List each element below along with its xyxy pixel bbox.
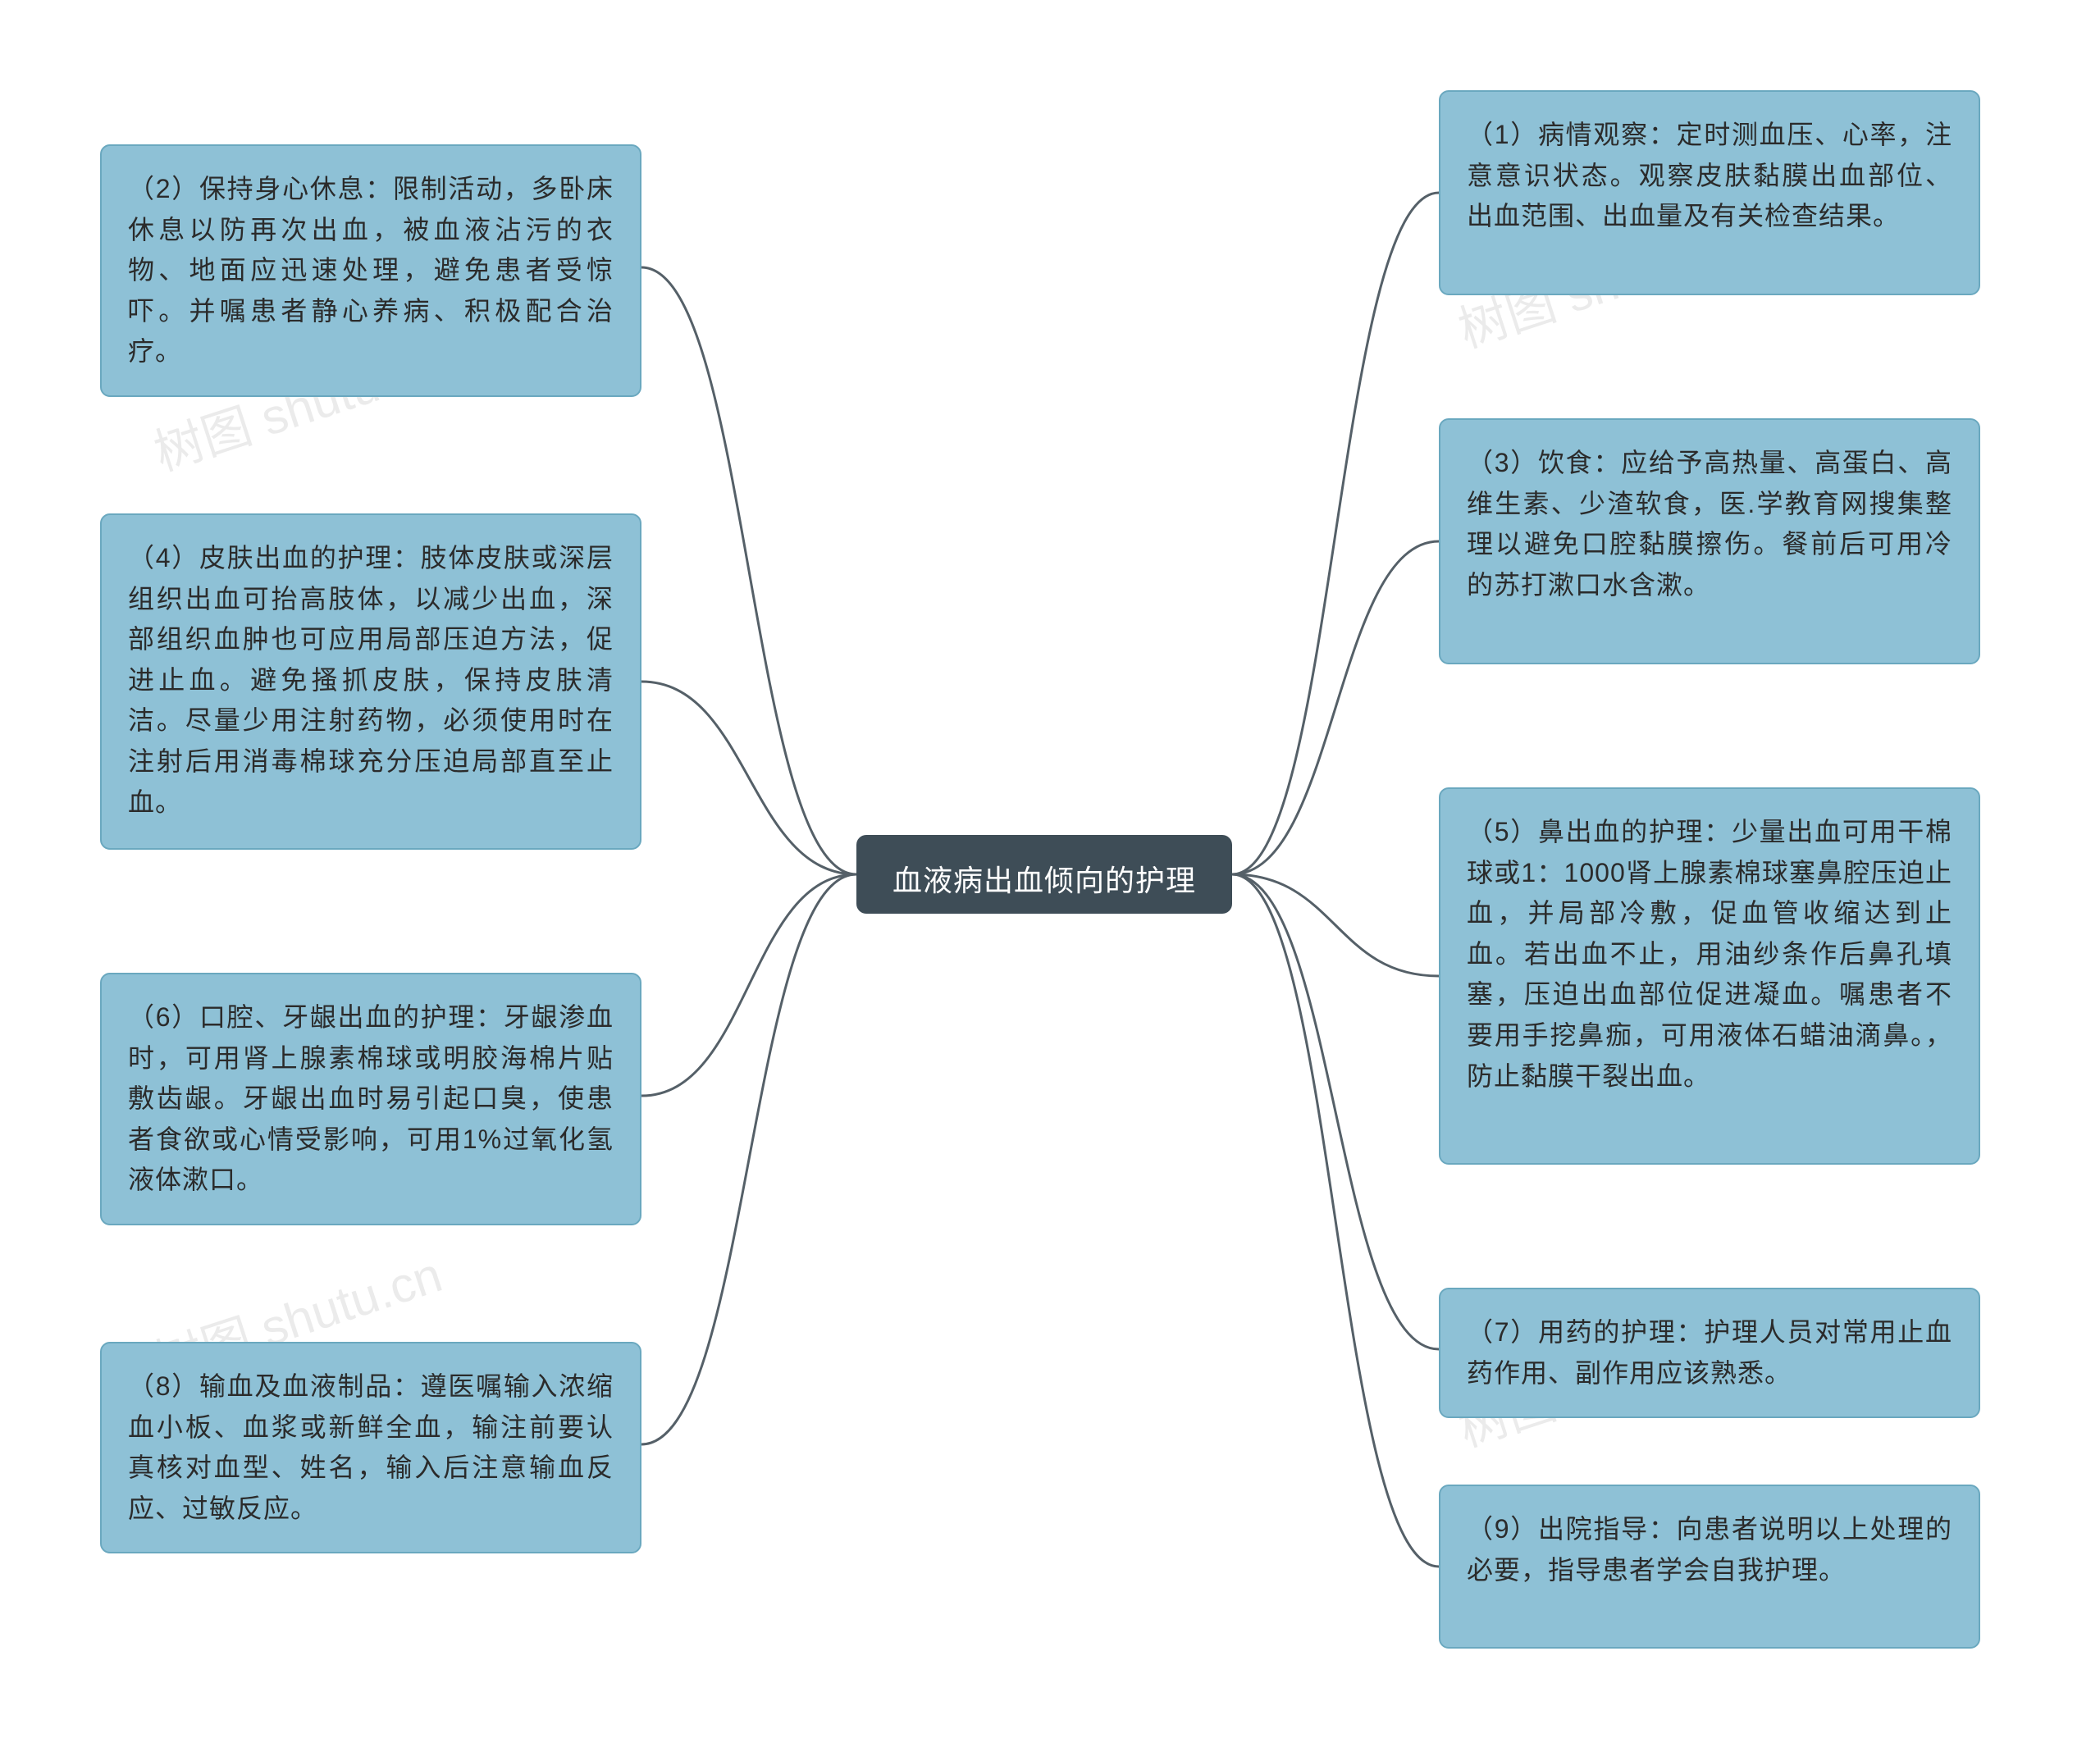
leaf-node-5[interactable]: （5）鼻出血的护理：少量出血可用干棉球或1：1000肾上腺素棉球塞鼻腔压迫止血，… [1439, 787, 1980, 1165]
connector [641, 267, 856, 874]
leaf-node-1[interactable]: （1）病情观察：定时测血压、心率，注意意识状态。观察皮肤黏膜出血部位、出血范围、… [1439, 90, 1980, 295]
leaf-node-2[interactable]: （2）保持身心休息：限制活动，多卧床休息以防再次出血，被血液沾污的衣物、地面应迅… [100, 144, 641, 397]
leaf-node-9[interactable]: （9）出院指导：向患者说明以上处理的必要，指导患者学会自我护理。 [1439, 1485, 1980, 1649]
connector [641, 874, 856, 1444]
mindmap-canvas: 树图 shutu.cn 树图 shutu.cn 树图 shutu.cn 树图 s… [0, 0, 2100, 1747]
connector [1232, 874, 1439, 1349]
root-node[interactable]: 血液病出血倾向的护理 [856, 835, 1232, 914]
connector [641, 682, 856, 874]
leaf-node-8[interactable]: （8）输血及血液制品：遵医嘱输入浓缩血小板、血浆或新鲜全血，输注前要认真核对血型… [100, 1342, 641, 1553]
leaf-node-7[interactable]: （7）用药的护理：护理人员对常用止血药作用、副作用应该熟悉。 [1439, 1288, 1980, 1418]
connector [1232, 874, 1439, 1567]
leaf-node-6[interactable]: （6）口腔、牙龈出血的护理：牙龈渗血时，可用肾上腺素棉球或明胶海棉片贴敷齿龈。牙… [100, 973, 641, 1225]
leaf-node-3[interactable]: （3）饮食：应给予高热量、高蛋白、高维生素、少渣软食，医.学教育网搜集整理以避免… [1439, 418, 1980, 664]
connector [1232, 193, 1439, 874]
connector [1232, 874, 1439, 976]
connector [1232, 541, 1439, 874]
leaf-node-4[interactable]: （4）皮肤出血的护理：肢体皮肤或深层组织出血可抬高肢体，以减少出血，深部组织血肿… [100, 513, 641, 850]
connector [641, 874, 856, 1096]
